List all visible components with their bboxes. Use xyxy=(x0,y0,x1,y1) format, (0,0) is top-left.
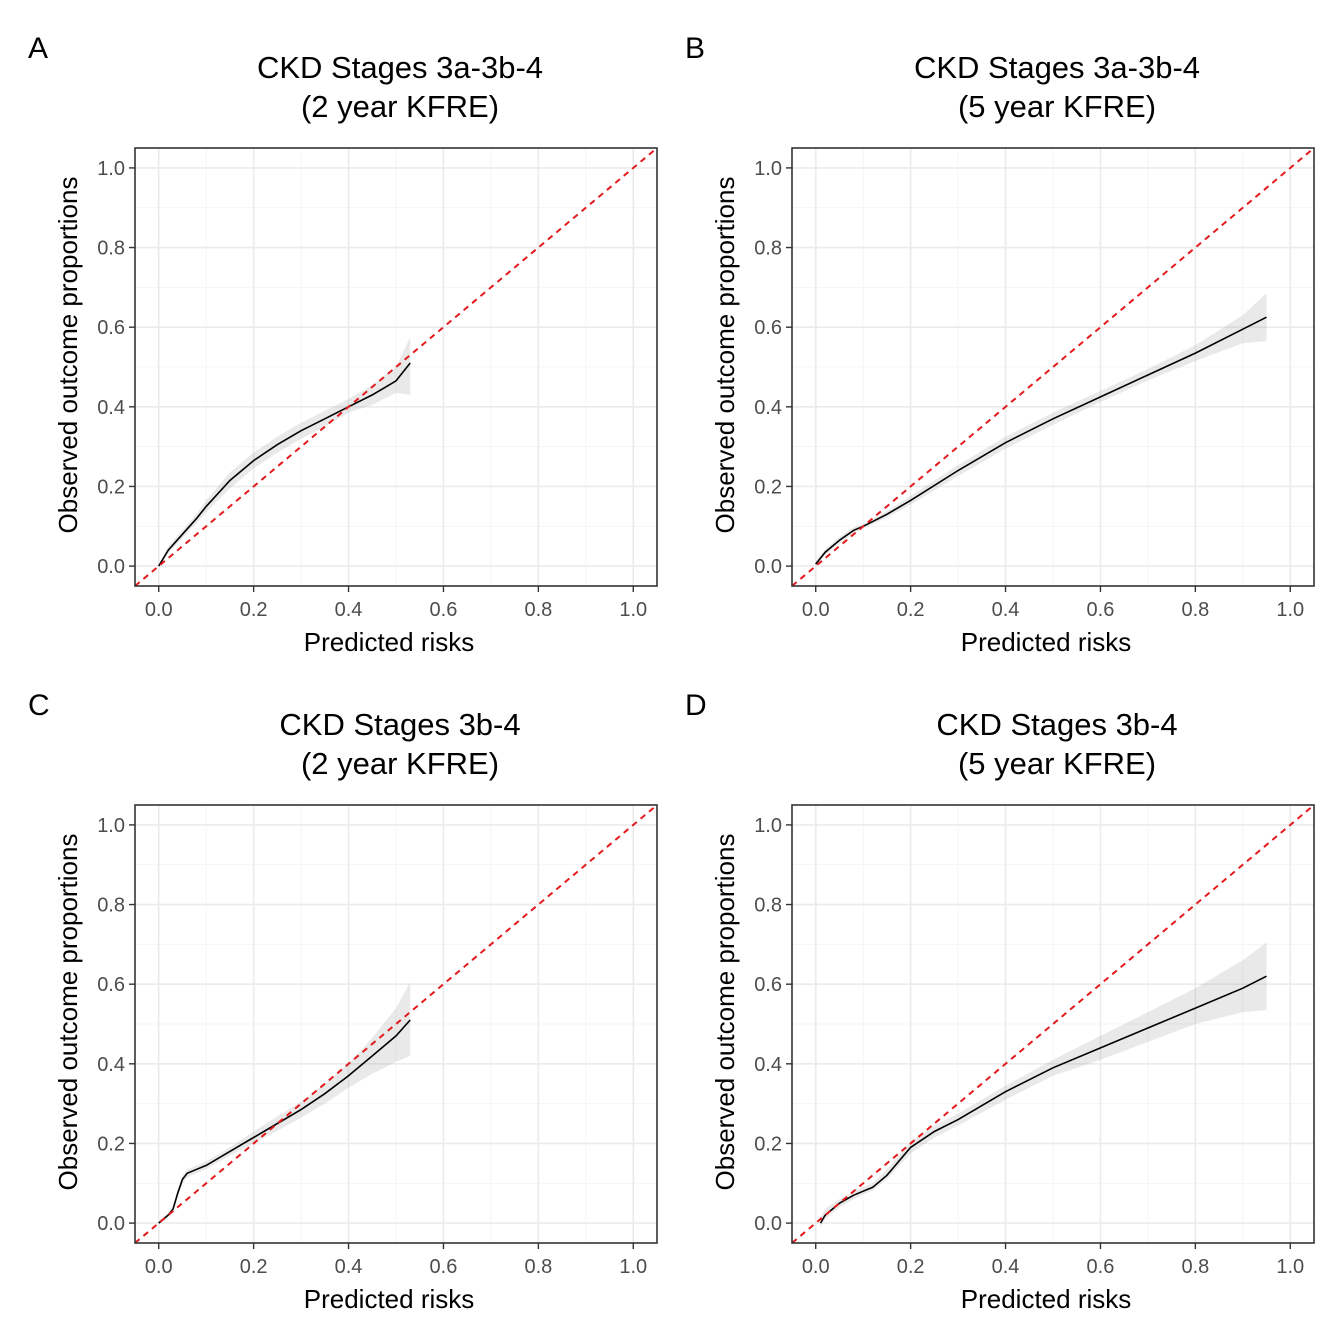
x-tick-label: 0.8 xyxy=(1181,599,1209,621)
x-tick-label: 1.0 xyxy=(619,1256,647,1278)
x-tick-label: 0.2 xyxy=(240,599,268,621)
y-tick-label: 0.2 xyxy=(754,476,782,498)
x-tick-label: 0.6 xyxy=(430,1256,458,1278)
chart-title-line-2: (5 year KFRE) xyxy=(958,89,1156,124)
x-tick-label: 0.0 xyxy=(145,599,173,621)
y-tick-label: 1.0 xyxy=(754,158,782,180)
y-tick-label: 0.8 xyxy=(754,895,782,917)
y-tick-label: 0.4 xyxy=(97,1054,125,1076)
panel-b: B CKD Stages 3a-3b-4 (5 year KFRE) 0.0 0.2 0.… xyxy=(685,32,1315,657)
x-tick-label: 0.2 xyxy=(897,599,925,621)
y-axis-title: Observed outcome proportions xyxy=(53,834,83,1191)
panel-letter-c: C xyxy=(28,689,50,722)
x-tick-label: 0.2 xyxy=(240,1256,268,1278)
y-tick-label: 0.6 xyxy=(754,974,782,996)
x-tick-label: 0.2 xyxy=(897,1256,925,1278)
chart-title-line-1: CKD Stages 3b-4 xyxy=(279,707,520,742)
chart-title-line-1: CKD Stages 3b-4 xyxy=(936,707,1177,742)
y-tick-label: 0.0 xyxy=(97,1213,125,1235)
x-tick-label: 1.0 xyxy=(619,599,647,621)
y-tick-label: 0.2 xyxy=(754,1133,782,1155)
x-tick-label: 0.4 xyxy=(335,599,363,621)
chart-title-line-1: CKD Stages 3a-3b-4 xyxy=(914,50,1200,85)
panel-letter-b: B xyxy=(685,32,705,65)
y-tick-label: 0.6 xyxy=(97,974,125,996)
x-tick-label: 0.0 xyxy=(802,599,830,621)
x-tick-label: 0.6 xyxy=(1087,1256,1115,1278)
chart-title-line-1: CKD Stages 3a-3b-4 xyxy=(257,50,543,85)
x-tick-label: 0.6 xyxy=(1087,599,1115,621)
y-tick-label: 0.8 xyxy=(97,238,125,260)
x-axis-title: Predicted risks xyxy=(304,1284,475,1314)
x-tick-label: 0.4 xyxy=(992,599,1020,621)
reference-diagonal xyxy=(791,147,1315,587)
x-tick-label: 0.4 xyxy=(335,1256,363,1278)
reference-diagonal xyxy=(134,147,658,587)
reference-diagonal xyxy=(134,804,658,1244)
panel-letter-d: D xyxy=(685,689,707,722)
chart-title-line-2: (2 year KFRE) xyxy=(301,746,499,781)
plot-frame xyxy=(791,804,1315,1244)
x-tick-label: 0.0 xyxy=(802,1256,830,1278)
y-tick-label: 0.6 xyxy=(97,317,125,339)
y-tick-label: 0.0 xyxy=(754,1213,782,1235)
x-tick-label: 0.8 xyxy=(1181,1256,1209,1278)
y-tick-label: 0.0 xyxy=(754,556,782,578)
reference-diagonal xyxy=(791,804,1315,1244)
y-tick-label: 0.2 xyxy=(97,1133,125,1155)
y-tick-label: 0.4 xyxy=(97,397,125,419)
y-tick-label: 1.0 xyxy=(97,815,125,837)
y-tick-label: 0.4 xyxy=(754,397,782,419)
x-tick-label: 0.8 xyxy=(524,599,552,621)
chart-title-line-2: (5 year KFRE) xyxy=(958,746,1156,781)
y-tick-label: 1.0 xyxy=(97,158,125,180)
panel-letter-a: A xyxy=(28,32,48,65)
y-tick-label: 0.6 xyxy=(754,317,782,339)
x-tick-label: 0.0 xyxy=(145,1256,173,1278)
x-axis-title: Predicted risks xyxy=(961,1284,1132,1314)
x-axis-title: Predicted risks xyxy=(961,627,1132,657)
y-tick-label: 0.0 xyxy=(97,556,125,578)
x-tick-label: 1.0 xyxy=(1276,599,1304,621)
y-tick-label: 0.2 xyxy=(97,476,125,498)
x-tick-label: 0.8 xyxy=(524,1256,552,1278)
x-tick-label: 0.6 xyxy=(430,599,458,621)
x-tick-label: 0.4 xyxy=(992,1256,1020,1278)
y-tick-label: 1.0 xyxy=(754,815,782,837)
calibration-curve xyxy=(158,362,411,567)
y-tick-label: 0.8 xyxy=(754,238,782,260)
y-axis-title: Observed outcome proportions xyxy=(710,834,740,1191)
panel-a: A CKD Stages 3a-3b-4 (2 year KFRE) 0.0 0.2 0.… xyxy=(28,32,658,657)
chart-title-line-2: (2 year KFRE) xyxy=(301,89,499,124)
panel-d: D CKD Stages 3b-4 (5 year KFRE) 0.0 0.2 0.4 0.… xyxy=(685,689,1315,1314)
y-axis-title: Observed outcome proportions xyxy=(710,177,740,534)
x-tick-label: 1.0 xyxy=(1276,1256,1304,1278)
plot-frame xyxy=(134,804,658,1244)
calibration-curve xyxy=(158,1019,411,1224)
plot-frame xyxy=(134,147,658,587)
confidence-band xyxy=(815,293,1267,567)
plot-frame xyxy=(791,147,1315,587)
confidence-band xyxy=(820,942,1267,1228)
y-tick-label: 0.4 xyxy=(754,1054,782,1076)
x-axis-title: Predicted risks xyxy=(304,627,475,657)
y-tick-label: 0.8 xyxy=(97,895,125,917)
panel-c: C CKD Stages 3b-4 (2 year KFRE) 0.0 0.2 0.4 0.… xyxy=(28,689,658,1314)
calibration-curve xyxy=(815,316,1267,565)
y-axis-title: Observed outcome proportions xyxy=(53,177,83,534)
